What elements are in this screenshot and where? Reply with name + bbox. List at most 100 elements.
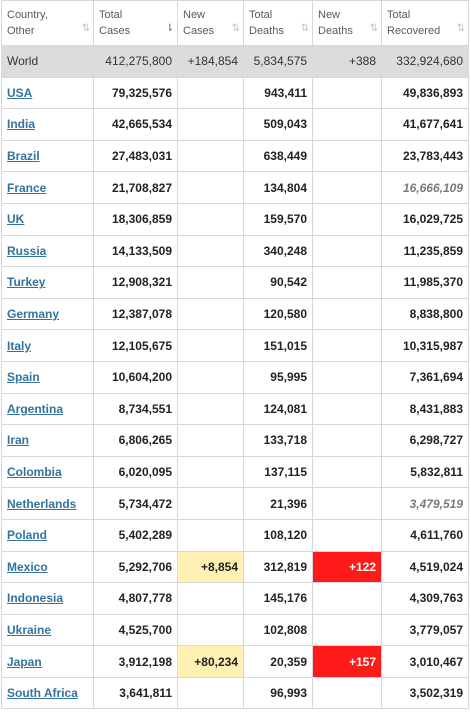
new-cases-column-header[interactable]: New Cases ⇅ — [177, 0, 244, 46]
country-link[interactable]: India — [7, 117, 36, 132]
total-recovered-cell: 332,924,680 — [381, 45, 469, 78]
total-deaths-cell: 95,995 — [243, 360, 313, 394]
country-cell: France — [1, 171, 94, 204]
total-recovered-column-header[interactable]: Total Recovered ⇅ — [381, 0, 469, 46]
total-cases-cell: 3,912,198 — [93, 645, 178, 678]
header-label-line2: Deaths — [249, 25, 284, 37]
new-cases-cell — [177, 360, 244, 394]
country-cell: Poland — [1, 518, 94, 552]
new-cases-cell: +80,234 — [177, 645, 244, 678]
country-link[interactable]: Japan — [7, 654, 42, 669]
table-row: Indonesia 4,807,778 145,176 4,309,763 — [1, 582, 469, 615]
new-deaths-cell: +388 — [312, 45, 382, 78]
header-label-line2: Cases — [99, 25, 131, 37]
country-link[interactable]: Colombia — [7, 465, 62, 480]
total-deaths-cell: 943,411 — [243, 76, 313, 110]
country-link[interactable]: Iran — [7, 433, 30, 448]
total-deaths-cell: 21,396 — [243, 487, 313, 520]
total-recovered-cell: 41,677,641 — [381, 108, 469, 141]
sort-icon[interactable]: ⇅ — [369, 23, 378, 34]
country-link[interactable]: Indonesia — [7, 591, 64, 606]
country-cell: Japan — [1, 645, 94, 678]
new-deaths-cell: +157 — [312, 645, 382, 678]
sort-icon[interactable]: ⇅ — [231, 23, 240, 34]
header-label-line1: Total — [99, 9, 123, 21]
new-deaths-column-header[interactable]: New Deaths ⇅ — [312, 0, 382, 46]
total-cases-cell: 10,604,200 — [93, 360, 178, 394]
total-recovered-cell: 16,666,109 — [381, 171, 469, 204]
country-link[interactable]: France — [7, 180, 47, 195]
new-cases-cell — [177, 455, 244, 489]
total-deaths-cell: 134,804 — [243, 171, 313, 204]
country-column-header[interactable]: Country, Other ⇅ — [1, 0, 94, 46]
country-link[interactable]: Russia — [7, 243, 47, 258]
total-recovered-cell: 3,779,057 — [381, 613, 469, 647]
total-cases-cell: 42,665,534 — [93, 108, 178, 141]
new-cases-cell — [177, 676, 244, 710]
new-deaths-cell — [312, 202, 382, 236]
new-cases-cell — [177, 329, 244, 362]
table-row: Iran 6,806,265 133,718 6,298,727 — [1, 424, 469, 457]
country-link[interactable]: South Africa — [7, 686, 78, 701]
country-link[interactable]: Spain — [7, 370, 40, 385]
total-deaths-cell: 133,718 — [243, 424, 313, 457]
country-link[interactable]: Germany — [7, 307, 60, 322]
country-cell: Brazil — [1, 139, 94, 173]
total-recovered-cell: 16,029,725 — [381, 202, 469, 236]
total-cases-cell: 5,292,706 — [93, 550, 178, 584]
total-cases-cell: 5,402,289 — [93, 518, 178, 552]
header-label-line1: Country, — [7, 9, 48, 21]
sort-icon[interactable]: ⇅ — [81, 23, 90, 34]
new-deaths-cell — [312, 487, 382, 520]
table-row: Ukraine 4,525,700 102,808 3,779,057 — [1, 613, 469, 647]
new-cases-cell — [177, 266, 244, 299]
total-deaths-cell: 20,359 — [243, 645, 313, 678]
total-cases-cell: 3,641,811 — [93, 676, 178, 710]
new-cases-cell — [177, 487, 244, 520]
total-recovered-cell: 7,361,694 — [381, 360, 469, 394]
total-cases-cell: 4,807,778 — [93, 582, 178, 615]
header-label-line1: New — [183, 9, 206, 21]
country-cell: Colombia — [1, 455, 94, 489]
total-recovered-cell: 4,309,763 — [381, 582, 469, 615]
total-deaths-cell: 5,834,575 — [243, 45, 313, 78]
total-cases-cell: 12,387,078 — [93, 297, 178, 331]
total-deaths-cell: 312,819 — [243, 550, 313, 584]
new-deaths-cell — [312, 329, 382, 362]
table-row: Mexico 5,292,706 +8,854 312,819 +122 4,519,02… — [1, 550, 469, 584]
country-link[interactable]: Poland — [7, 528, 48, 543]
country-link[interactable]: Turkey — [7, 275, 46, 290]
country-link[interactable]: Italy — [7, 338, 32, 353]
country-link[interactable]: Argentina — [7, 401, 64, 416]
sort-icon[interactable]: ⇅ — [300, 23, 309, 34]
country-link[interactable]: Brazil — [7, 149, 40, 164]
country-link[interactable]: Ukraine — [7, 622, 52, 637]
table-body: World 412,275,800 +184,854 5,834,575 +388 332… — [1, 45, 469, 710]
total-deaths-cell: 124,081 — [243, 392, 313, 426]
country-cell: Mexico — [1, 550, 94, 584]
new-cases-cell — [177, 582, 244, 615]
new-deaths-cell — [312, 360, 382, 394]
country-cell: Indonesia — [1, 582, 94, 615]
table-row: India 42,665,534 509,043 41,677,641 — [1, 108, 469, 141]
header-label-line1: New — [318, 9, 341, 21]
header-label-line2: Other — [7, 25, 35, 37]
sort-icon[interactable]: ⇂ — [165, 23, 174, 34]
total-deaths-cell: 96,993 — [243, 676, 313, 710]
total-recovered-cell: 8,838,800 — [381, 297, 469, 331]
total-cases-column-header[interactable]: Total Cases ⇂ — [93, 0, 178, 46]
country-link[interactable]: USA — [7, 85, 33, 100]
total-recovered-cell: 3,479,519 — [381, 487, 469, 520]
country-link[interactable]: UK — [7, 212, 25, 227]
new-deaths-cell — [312, 234, 382, 268]
country-link[interactable]: Netherlands — [7, 496, 77, 511]
total-deaths-column-header[interactable]: Total Deaths ⇅ — [243, 0, 313, 46]
country-link[interactable]: Mexico — [7, 559, 48, 574]
table-row: Argentina 8,734,551 124,081 8,431,883 — [1, 392, 469, 426]
table-row: UK 18,306,859 159,570 16,029,725 — [1, 202, 469, 236]
new-deaths-cell — [312, 455, 382, 489]
sort-icon[interactable]: ⇅ — [456, 23, 465, 34]
total-cases-cell: 21,708,827 — [93, 171, 178, 204]
new-cases-cell — [177, 171, 244, 204]
